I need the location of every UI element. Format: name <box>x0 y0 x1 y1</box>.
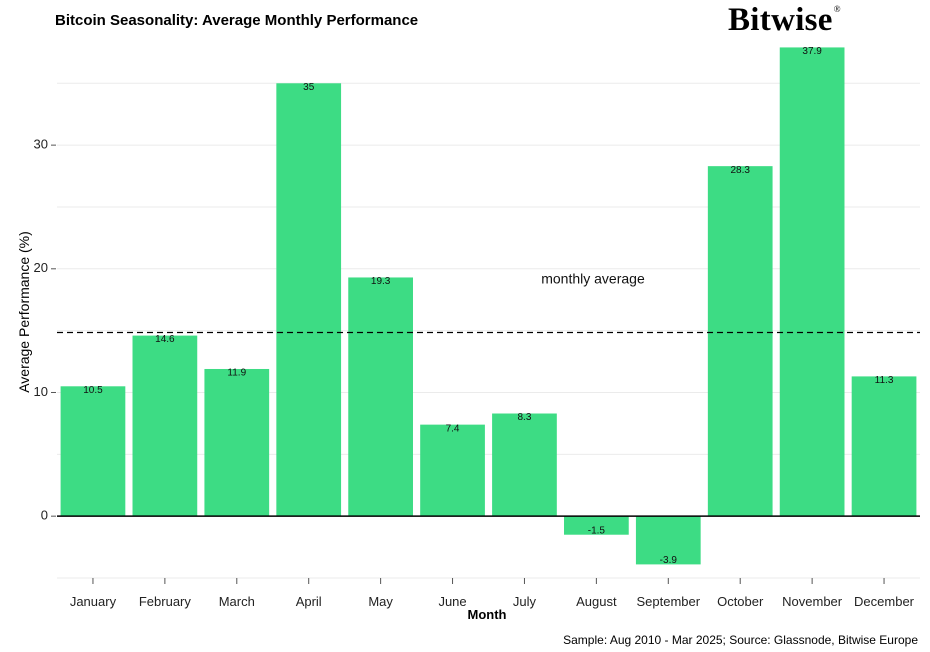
registered-mark: ® <box>833 4 841 14</box>
bar-july <box>492 413 557 517</box>
bar-november <box>779 47 845 517</box>
bar-december <box>851 376 917 517</box>
x-tick-label-january: January <box>70 594 117 609</box>
grid-lines <box>57 82 920 579</box>
bar-april <box>276 83 342 517</box>
axis-ticks: January February March April May June July Augu… <box>34 137 915 609</box>
bar-october <box>707 166 773 517</box>
data-label-october: 28.3 <box>730 165 750 176</box>
data-label-july: 8.3 <box>518 412 532 423</box>
data-label-june: 7.4 <box>446 423 460 434</box>
y-tick-label-0: 0 <box>41 508 48 523</box>
data-label-september: -3.9 <box>660 555 678 566</box>
average-line-label: monthly average <box>541 271 645 287</box>
data-label-march: 11.9 <box>227 368 246 379</box>
data-label-april: 35 <box>303 82 315 93</box>
data-label-december: 11.3 <box>875 375 894 386</box>
x-tick-label-august: August <box>576 594 617 609</box>
data-label-november: 37.9 <box>802 46 822 57</box>
x-tick-label-may: May <box>368 594 393 609</box>
x-tick-label-july: July <box>513 594 537 609</box>
data-label-february: 14.6 <box>155 334 175 345</box>
x-tick-label-march: March <box>219 594 255 609</box>
bar-june <box>420 424 485 517</box>
y-tick-label-30: 30 <box>34 137 48 152</box>
x-axis-label: Month <box>467 607 507 622</box>
y-tick-label-20: 20 <box>34 260 48 275</box>
x-tick-label-april: April <box>296 594 322 609</box>
bar-february <box>132 335 198 517</box>
x-tick-label-november: November <box>782 594 843 609</box>
y-tick-label-10: 10 <box>34 384 48 399</box>
bar-may <box>348 277 413 517</box>
bars <box>60 47 917 565</box>
data-labels: 10.5 14.6 11.9 35 19.3 7.4 8.3 -1.5 -3.9 28.3 37.9… <box>83 46 894 566</box>
data-label-august: -1.5 <box>588 525 606 536</box>
source-note: Sample: Aug 2010 - Mar 2025; Source: Gla… <box>563 633 918 647</box>
bar-august <box>564 516 629 535</box>
x-tick-label-february: February <box>139 594 192 609</box>
x-tick-label-june: June <box>438 594 466 609</box>
chart-title: Bitcoin Seasonality: Average Monthly Per… <box>55 12 419 29</box>
data-label-january: 10.5 <box>83 385 103 396</box>
bar-january <box>60 386 126 517</box>
x-tick-label-october: October <box>717 594 764 609</box>
reference-line-group: monthly average <box>57 271 920 334</box>
logo-text: Bitwise <box>728 2 833 38</box>
x-tick-label-september: September <box>636 594 700 609</box>
bar-march <box>204 368 270 517</box>
data-label-may: 19.3 <box>371 276 391 287</box>
bar-september <box>635 516 701 565</box>
bitwise-logo: Bitwise® <box>728 2 841 39</box>
x-tick-label-december: December <box>854 594 915 609</box>
